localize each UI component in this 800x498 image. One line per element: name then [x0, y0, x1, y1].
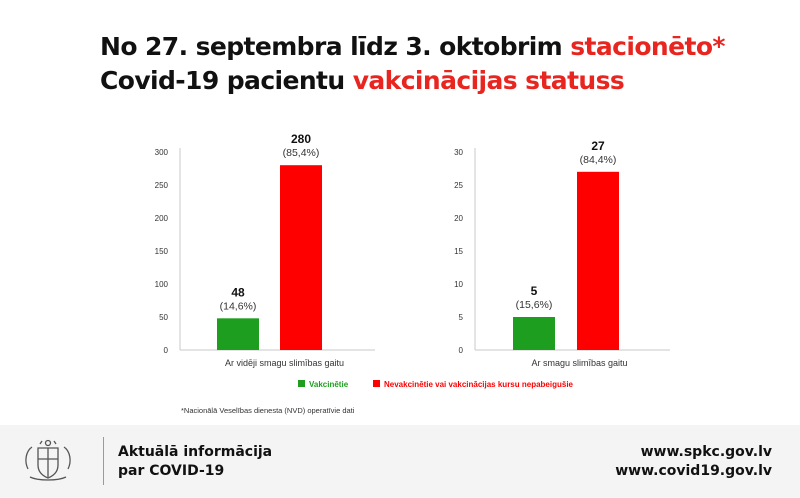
bar-value-label: 5 — [531, 284, 538, 298]
bar-unvaccinated — [577, 171, 619, 350]
footer-url-spkc[interactable]: www.spkc.gov.lv — [640, 444, 772, 460]
legend-swatch-unvaccinated — [373, 380, 380, 387]
title-line-1: No 27. septembra līdz 3. oktobrim stacio… — [100, 30, 740, 64]
y-tick-label: 20 — [454, 214, 463, 223]
latvia-coat-of-arms-icon — [25, 439, 71, 481]
y-tick-label: 0 — [164, 346, 169, 355]
footer-links: www.spkc.gov.lv www.covid19.gov.lv — [615, 443, 772, 481]
y-tick-label: 50 — [159, 313, 168, 322]
y-tick-label: 5 — [459, 313, 464, 322]
bar-percent-label: (14,6%) — [220, 300, 257, 312]
legend-label-unvaccinated: Nevakcinētie vai vakcinācijas kursu nepa… — [384, 380, 574, 389]
legend-swatch-vaccinated — [298, 380, 305, 387]
charts-canvas: 05010015020025030048(14,6%)280(85,4%)Ar … — [155, 132, 670, 415]
title-line-2-highlight: vakcinācijas statuss — [352, 66, 625, 95]
y-tick-label: 250 — [155, 181, 169, 190]
legend-label-vaccinated: Vakcinētie — [309, 380, 349, 389]
y-tick-label: 25 — [454, 181, 463, 190]
footer-info-line-2: par COVID-19 — [118, 463, 225, 479]
footer-url-covid19[interactable]: www.covid19.gov.lv — [615, 463, 772, 479]
footer-info: Aktuālā informācija par COVID-19 — [118, 443, 272, 481]
footer-info-line-1: Aktuālā informācija — [118, 444, 273, 460]
bar-unvaccinated — [280, 165, 322, 350]
bar-value-label: 27 — [591, 139, 605, 153]
title-line-2: Covid-19 pacientu vakcinācijas statuss — [100, 64, 740, 98]
bar-vaccinated — [217, 318, 259, 350]
bar-percent-label: (15,6%) — [516, 299, 553, 311]
y-tick-label: 100 — [155, 280, 169, 289]
bar-percent-label: (85,4%) — [283, 147, 320, 159]
y-tick-label: 10 — [454, 280, 463, 289]
bar-percent-label: (84,4%) — [580, 154, 617, 166]
title-line-1-highlight: stacionēto* — [570, 32, 725, 61]
title-line-1-prefix: No 27. septembra līdz 3. oktobrim — [100, 32, 571, 61]
x-axis-label: Ar vidēji smagu slimības gaitu — [225, 358, 344, 368]
y-tick-label: 200 — [155, 214, 169, 223]
x-axis-label: Ar smagu slimības gaitu — [531, 358, 627, 368]
y-tick-label: 0 — [459, 346, 464, 355]
y-tick-label: 150 — [155, 247, 169, 256]
title-line-2-prefix: Covid-19 pacientu — [100, 66, 353, 95]
bar-vaccinated — [513, 317, 555, 350]
footer-divider — [103, 437, 104, 485]
bar-value-label: 280 — [291, 132, 311, 146]
y-tick-label: 30 — [454, 148, 463, 157]
y-tick-label: 15 — [454, 247, 463, 256]
y-tick-label: 300 — [155, 148, 169, 157]
footer: Aktuālā informācija par COVID-19 www.spk… — [0, 425, 800, 498]
footnote: *Nacionālā Veselības dienesta (NVD) oper… — [181, 406, 355, 415]
bar-value-label: 48 — [231, 285, 245, 299]
chart-title: No 27. septembra līdz 3. oktobrim stacio… — [100, 30, 740, 98]
